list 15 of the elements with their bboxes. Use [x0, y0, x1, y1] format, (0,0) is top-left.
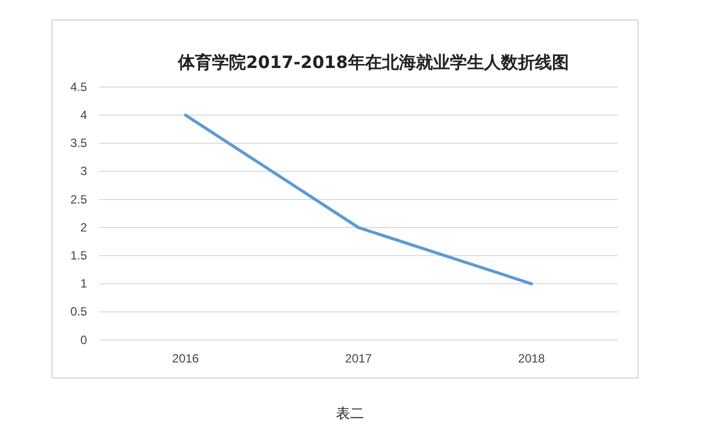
- y-tick-label: 0: [80, 332, 88, 347]
- x-tick-label: 2017: [345, 352, 372, 366]
- y-tick-label: 2.5: [70, 192, 88, 206]
- y-tick-label: 1.5: [70, 248, 88, 263]
- y-tick-label: 4.5: [70, 80, 88, 94]
- x-tick-label: 2018: [518, 352, 546, 366]
- y-tick-label: 2: [80, 220, 88, 234]
- text: 表二: [336, 406, 364, 422]
- y-tick-label: 3: [80, 164, 88, 178]
- y-tick-label: 0.5: [70, 304, 88, 319]
- chart-title: 体育学院2017-2018年在北海就业学生人数折线图: [177, 52, 569, 73]
- y-tick-label: 1: [80, 276, 88, 291]
- y-tick-label: 3.5: [70, 136, 88, 150]
- y-tick-label: 4: [80, 108, 88, 122]
- x-tick-label: 2016: [172, 352, 200, 366]
